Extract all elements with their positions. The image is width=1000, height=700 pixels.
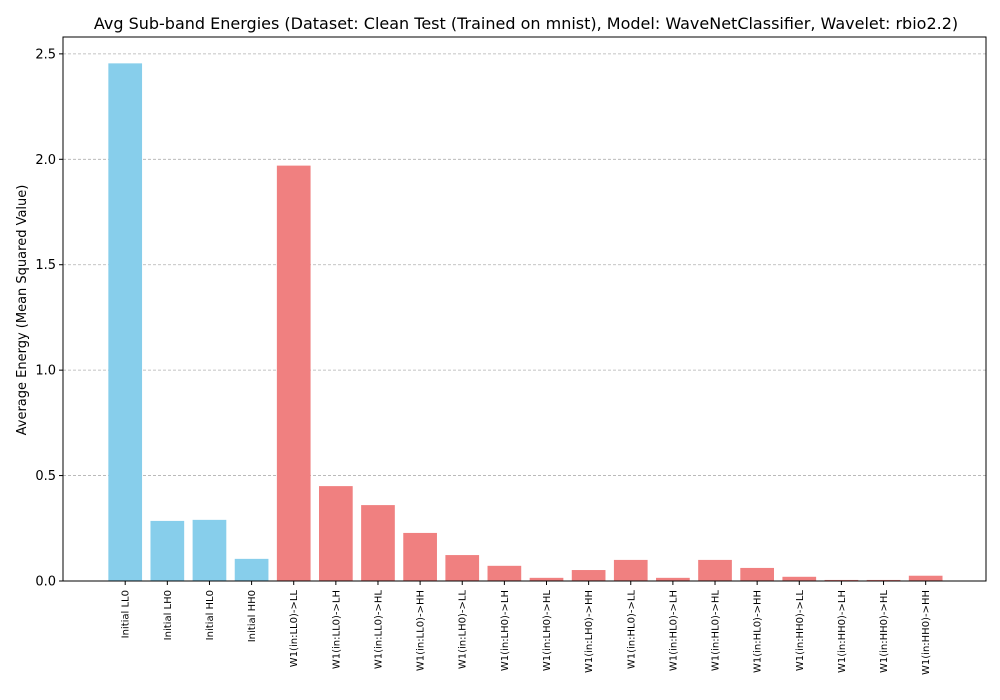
x-tick-label: W1(in:LL0)->HH: [416, 590, 427, 671]
grid-lines: [63, 53, 986, 582]
x-tick-label: W1(in:LL0)->LH: [331, 590, 342, 669]
x-axis-ticks: Initial LL0 Initial LH0 Initial HL0 Initial…: [121, 581, 932, 675]
x-tick-label: W1(in:LH0)->HL: [542, 590, 553, 671]
x-tick-label: Initial LH0: [163, 590, 174, 640]
x-tick-label: W1(in:LH0)->HH: [584, 590, 595, 673]
plot-frame: [62, 36, 987, 582]
bar: [108, 63, 143, 582]
x-tick-label: W1(in:LH0)->LL: [458, 590, 469, 670]
bar: [908, 575, 943, 581]
bars: [108, 63, 943, 582]
y-tick-label: 2.5: [35, 47, 56, 62]
bar: [319, 486, 353, 581]
bar: [656, 577, 690, 581]
y-tick-label: 2.0: [35, 153, 56, 168]
x-tick-label: W1(in:LH0)->LH: [500, 590, 511, 671]
bar: [150, 520, 185, 581]
bar: [276, 165, 311, 581]
y-tick-label: 1.0: [35, 364, 56, 379]
x-tick-label: W1(in:HH0)->LL: [795, 590, 806, 671]
bar: [487, 565, 522, 581]
chart-title: Avg Sub-band Energies (Dataset: Clean Te…: [94, 14, 958, 33]
y-tick-label: 0.5: [35, 469, 56, 484]
x-tick-label: W1(in:HL0)->HH: [753, 590, 764, 673]
x-tick-label: W1(in:LL0)->LL: [289, 590, 300, 668]
bar: [445, 555, 480, 581]
x-tick-label: W1(in:HL0)->HL: [711, 590, 722, 671]
y-tick-label: 1.5: [35, 258, 56, 273]
y-tick-label: 0.0: [35, 575, 56, 590]
bar: [361, 505, 395, 581]
bar: [192, 519, 227, 581]
bar: [403, 532, 437, 581]
bar: [613, 559, 648, 581]
bar: [824, 579, 859, 581]
x-tick-label: Initial LL0: [121, 590, 132, 638]
x-tick-label: Initial HH0: [247, 590, 258, 642]
x-tick-label: W1(in:HH0)->HH: [921, 590, 932, 675]
y-axis-ticks: 0.0 0.5 1.0 1.5 2.0 2.5: [35, 47, 63, 590]
bar: [529, 577, 564, 581]
bar: [740, 567, 774, 581]
x-tick-label: W1(in:HH0)->HL: [879, 590, 890, 673]
bar: [782, 576, 817, 581]
x-tick-label: W1(in:HL0)->LH: [668, 590, 679, 671]
bar: [234, 558, 269, 581]
x-tick-label: W1(in:HH0)->LH: [837, 590, 848, 673]
x-tick-label: Initial HL0: [205, 590, 216, 640]
bar: [698, 559, 732, 581]
y-axis-label: Average Energy (Mean Squared Value): [15, 185, 30, 436]
bar: [571, 570, 606, 581]
x-tick-label: W1(in:HL0)->LL: [626, 590, 637, 670]
x-tick-label: W1(in:LL0)->HL: [373, 590, 384, 670]
bar: [866, 579, 901, 581]
